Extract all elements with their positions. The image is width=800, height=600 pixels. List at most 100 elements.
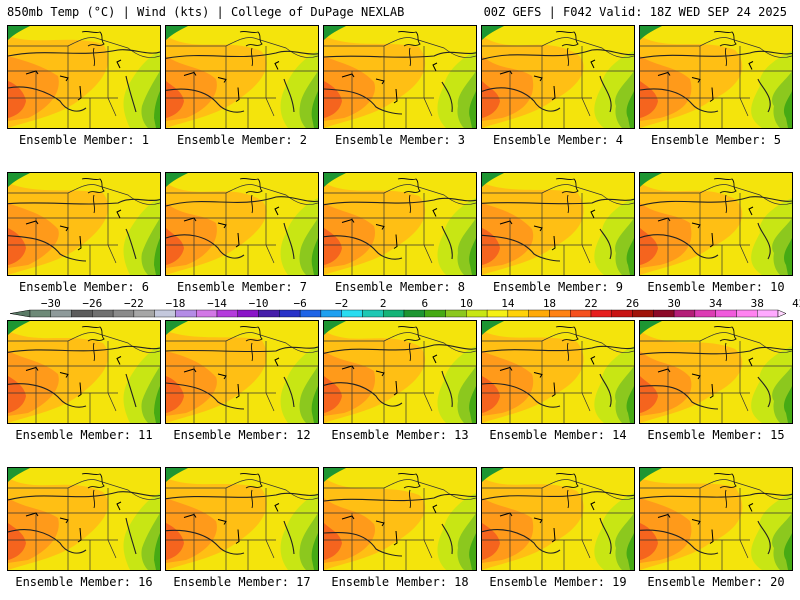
nw-green-region (640, 173, 662, 187)
colorbar-swatch (383, 309, 405, 318)
red-orange-temperature-region (482, 228, 500, 265)
colorbar-tick-label: −6 (293, 297, 306, 310)
great-lakes-outline (713, 325, 737, 362)
colorbar-swatch (757, 309, 779, 318)
contour-lines (640, 50, 792, 113)
red-orange-temperature-region (166, 228, 184, 265)
ensemble-member-label: Ensemble Member: 18 (331, 575, 469, 589)
wind-barbs (183, 206, 280, 248)
nw-green-region (640, 468, 662, 482)
wind-barbs (25, 59, 122, 101)
ensemble-member-map (7, 467, 161, 571)
ensemble-member-map (7, 320, 161, 424)
red-orange-temperature-region (324, 523, 342, 560)
colorbar-swatch (299, 309, 322, 318)
colorbar-swatch (341, 309, 363, 318)
wind-barbs (25, 209, 122, 251)
colorbar-min-arrow (9, 309, 31, 318)
colorbar-tick-label: 6 (421, 297, 428, 310)
red-orange-temperature-region (324, 376, 342, 413)
colorbar-swatch (320, 309, 342, 318)
wind-barbs (183, 357, 280, 399)
dark-green-temperature-region (469, 91, 476, 128)
great-lakes-outline (555, 472, 579, 509)
colorbar-swatch (694, 309, 716, 318)
ensemble-member-label: Ensemble Member: 16 (15, 575, 153, 589)
wind-barbs (657, 206, 754, 248)
great-lakes-outline (81, 472, 105, 509)
political-borders (482, 479, 634, 570)
red-orange-temperature-region (8, 376, 26, 413)
colorbar-tick-label: 2 (380, 297, 387, 310)
ensemble-member-map (165, 467, 319, 571)
dark-green-temperature-region (311, 91, 318, 128)
ensemble-member-map (639, 467, 793, 571)
red-orange-temperature-region (8, 228, 26, 265)
colorbar-swatch (632, 309, 654, 318)
ensemble-member-map (481, 172, 635, 276)
ensemble-member-map (323, 25, 477, 129)
colorbar-swatch (175, 309, 197, 318)
colorbar-swatch (196, 309, 218, 318)
colorbar-swatch (279, 309, 301, 318)
colorbar-tick-label: 38 (751, 297, 764, 310)
great-lakes-outline (81, 325, 105, 362)
dark-green-temperature-region (154, 238, 160, 275)
colorbar-swatch (154, 309, 176, 318)
wind-barbs (183, 503, 280, 544)
ensemble-member-label: Ensemble Member: 6 (18, 280, 150, 294)
contour-lines (324, 51, 476, 115)
political-borders (8, 332, 160, 423)
colorbar-tick-label: 10 (460, 297, 473, 310)
political-borders (482, 184, 634, 275)
contour-lines (166, 492, 318, 555)
wind-barbs (657, 61, 754, 102)
ensemble-member-label: Ensemble Member: 7 (176, 280, 308, 294)
nw-green-region (324, 26, 346, 40)
nw-green-region (482, 321, 504, 335)
red-orange-temperature-region (166, 81, 184, 118)
ensemble-member-label: Ensemble Member: 3 (334, 133, 466, 147)
wind-barbs (25, 501, 122, 543)
contour-lines (482, 491, 634, 555)
contour-lines (8, 345, 160, 408)
great-lakes-outline (713, 30, 737, 67)
political-borders (640, 37, 792, 128)
colorbar-swatch (466, 309, 488, 318)
dark-green-temperature-region (311, 238, 318, 275)
red-orange-temperature-region (324, 81, 342, 118)
red-orange-temperature-region (166, 523, 184, 560)
wind-barbs (657, 357, 754, 399)
political-borders (482, 37, 634, 128)
ensemble-member-map (7, 25, 161, 129)
colorbar-tick-label: −14 (207, 297, 227, 310)
political-borders (166, 37, 318, 128)
ensemble-member-label: Ensemble Member: 15 (647, 428, 785, 442)
ensemble-member-map (7, 172, 161, 276)
colorbar-tick-label: 42 (792, 297, 800, 310)
colorbar-tick-label: 34 (709, 297, 723, 310)
political-borders (324, 332, 476, 423)
red-orange-temperature-region (482, 523, 500, 560)
dark-green-temperature-region (626, 91, 634, 128)
contour-lines (482, 198, 634, 262)
political-borders (640, 184, 792, 275)
nw-green-region (324, 321, 346, 335)
dark-green-temperature-region (469, 386, 476, 423)
ensemble-member-label: Ensemble Member: 11 (15, 428, 153, 442)
political-borders (8, 37, 160, 128)
wind-barbs (499, 356, 596, 397)
ensemble-member-label: Ensemble Member: 17 (173, 575, 311, 589)
nw-green-region (324, 468, 346, 482)
great-lakes-outline (239, 177, 263, 214)
dark-green-temperature-region (469, 533, 476, 570)
dark-green-temperature-region (783, 238, 792, 275)
colorbar-swatch (71, 309, 93, 318)
great-lakes-outline (713, 177, 737, 214)
nw-green-region (166, 173, 188, 187)
colorbar-swatch (424, 309, 446, 318)
great-lakes-outline (239, 30, 263, 67)
nw-green-region (640, 26, 662, 40)
nw-green-region (166, 468, 188, 482)
ensemble-member-label: Ensemble Member: 14 (489, 428, 627, 442)
